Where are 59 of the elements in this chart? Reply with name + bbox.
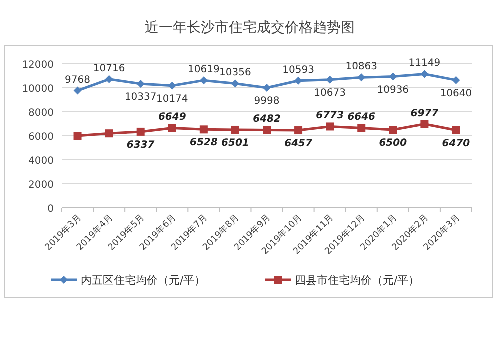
data-label: 6500 xyxy=(379,138,408,149)
point xyxy=(231,126,240,134)
point xyxy=(231,80,240,88)
point xyxy=(294,126,303,135)
data-label: 6337 xyxy=(126,140,155,151)
point xyxy=(326,122,334,131)
data-label: 6773 xyxy=(316,110,344,122)
data-label: 10337 xyxy=(124,92,157,103)
point xyxy=(263,126,271,134)
point xyxy=(168,124,176,132)
data-label: 10640 xyxy=(440,88,472,100)
data-label: 10673 xyxy=(314,88,346,99)
data-label: 10716 xyxy=(93,63,126,74)
point xyxy=(105,75,114,84)
point xyxy=(389,72,398,81)
data-label: 6501 xyxy=(222,138,250,149)
point xyxy=(263,84,271,92)
point xyxy=(74,132,82,140)
point xyxy=(452,76,460,84)
data-label: 9998 xyxy=(254,96,280,108)
data-label: 6482 xyxy=(253,114,281,126)
y-tick-label: 6000 xyxy=(28,132,54,143)
chart-title: 近一年长沙市住宅成交价格趋势图 xyxy=(145,20,355,36)
data-label: 10356 xyxy=(220,68,252,79)
data-label: 6528 xyxy=(190,138,218,149)
y-tick-label: 8000 xyxy=(28,108,54,119)
point xyxy=(74,86,82,95)
point xyxy=(200,76,208,85)
point xyxy=(105,130,114,138)
point xyxy=(420,70,429,78)
data-label: 10593 xyxy=(282,64,314,76)
point xyxy=(358,74,366,82)
data-label: 6646 xyxy=(348,112,376,124)
point xyxy=(358,124,366,132)
data-label: 10863 xyxy=(346,62,378,73)
data-label: 6457 xyxy=(284,138,312,150)
point xyxy=(452,126,460,134)
data-label: 11149 xyxy=(408,58,441,70)
legend-label: 内五区住宅均价（元/平） xyxy=(81,274,206,287)
data-label: 6470 xyxy=(442,138,470,150)
y-tick-label: 4000 xyxy=(28,156,54,167)
data-label: 9768 xyxy=(65,74,90,86)
point xyxy=(420,120,429,128)
data-label: 6649 xyxy=(158,112,186,124)
point xyxy=(168,82,176,90)
point xyxy=(136,80,145,88)
point xyxy=(389,126,398,134)
y-tick-label: 0 xyxy=(48,204,54,215)
y-tick-label: 12000 xyxy=(22,60,54,71)
data-label: 10174 xyxy=(156,94,188,105)
legend-label: 四县市住宅均价（元/平） xyxy=(295,274,420,287)
point xyxy=(326,76,334,84)
point xyxy=(200,126,208,134)
point xyxy=(136,128,145,136)
y-tick-label: 2000 xyxy=(28,180,54,191)
y-tick-label: 10000 xyxy=(22,84,54,95)
data-label: 6977 xyxy=(410,108,439,120)
data-label: 10619 xyxy=(188,64,220,76)
data-label: 10936 xyxy=(377,84,410,96)
